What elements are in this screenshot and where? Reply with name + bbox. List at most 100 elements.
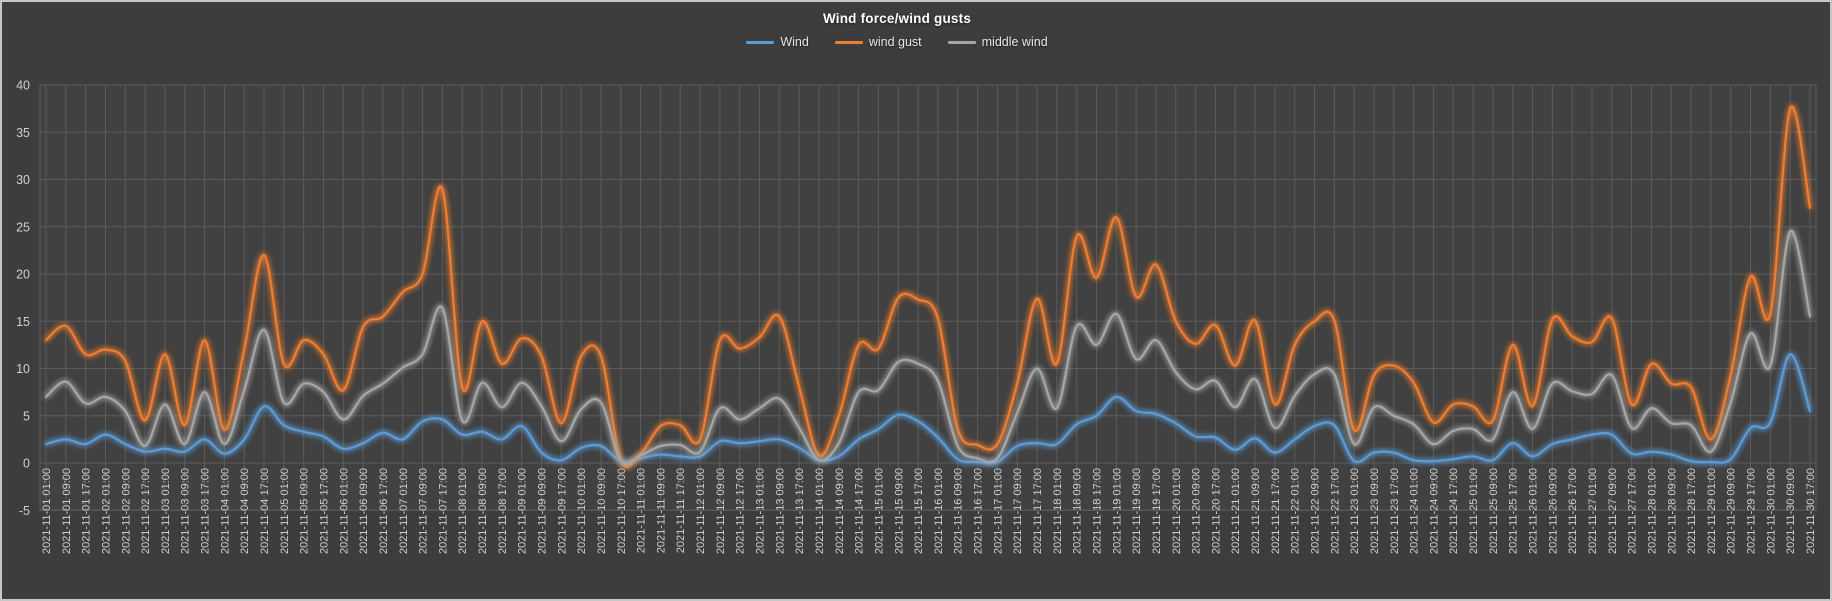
x-axis-tick-label: 2021-11-17 09:00 <box>1012 468 1024 554</box>
x-axis-tick-label: 2021-11-26 09:00 <box>1547 468 1559 554</box>
x-axis-tick-label: 2021-11-16 17:00 <box>973 468 985 554</box>
x-axis-tick-label: 2021-11-23 09:00 <box>1369 468 1381 554</box>
x-axis-tick-label: 2021-11-13 17:00 <box>794 468 806 554</box>
series-line-wind <box>44 353 1812 465</box>
x-axis-tick-label: 2021-11-06 01:00 <box>338 468 350 554</box>
x-axis-tick-label: 2021-11-04 01:00 <box>219 468 231 554</box>
x-axis-tick-label: 2021-11-17 01:00 <box>992 468 1004 554</box>
y-axis-tick-label: 40 <box>16 79 30 93</box>
x-axis-tick-label: 2021-11-01 01:00 <box>41 468 53 554</box>
x-axis-tick-label: 2021-11-10 17:00 <box>616 468 628 554</box>
x-axis-tick-label: 2021-11-04 09:00 <box>239 468 251 554</box>
x-axis-tick-label: 2021-11-03 01:00 <box>160 468 172 554</box>
x-axis-tick-label: 2021-11-30 09:00 <box>1785 468 1797 554</box>
x-axis-tick-label: 2021-11-05 17:00 <box>319 468 331 554</box>
x-axis-tick-label: 2021-11-06 17:00 <box>378 468 390 554</box>
x-axis-tick-label: 2021-11-04 17:00 <box>259 468 271 554</box>
x-axis-tick-label: 2021-11-10 09:00 <box>596 468 608 554</box>
x-axis-tick-label: 2021-11-01 17:00 <box>81 468 93 554</box>
plot-area <box>40 85 1816 511</box>
x-axis-tick-label: 2021-11-02 09:00 <box>120 468 132 554</box>
x-axis-tick-label: 2021-11-15 09:00 <box>893 468 905 554</box>
x-axis-tick-label: 2021-11-28 01:00 <box>1646 468 1658 554</box>
x-axis-tick-label: 2021-11-18 17:00 <box>1092 468 1104 554</box>
x-axis-tick-label: 2021-11-17 17:00 <box>1032 468 1044 554</box>
x-axis-tick-label: 2021-11-28 17:00 <box>1686 468 1698 554</box>
x-axis-tick-label: 2021-11-12 01:00 <box>695 468 707 554</box>
x-axis-tick-label: 2021-11-27 17:00 <box>1627 468 1639 554</box>
y-axis-tick-label: 30 <box>16 173 30 187</box>
x-axis-labels: 2021-11-01 01:00 2021-11-01 09:00 2021-11-… <box>41 468 1817 554</box>
y-axis-tick-label: 20 <box>16 268 30 282</box>
x-axis-tick-label: 2021-11-29 17:00 <box>1746 468 1758 554</box>
plot-border <box>39 84 1817 511</box>
x-axis-tick-label: 2021-11-18 09:00 <box>1072 468 1084 554</box>
x-axis-tick-label: 2021-11-29 09:00 <box>1726 468 1738 554</box>
series-line-middle-wind <box>44 230 1812 466</box>
x-axis-tick-label: 2021-11-14 01:00 <box>814 468 826 554</box>
x-axis-tick-label: 2021-11-02 17:00 <box>140 468 152 554</box>
x-axis-tick-label: 2021-11-15 17:00 <box>913 468 925 554</box>
x-axis-tick-label: 2021-11-14 09:00 <box>834 468 846 554</box>
x-axis-tick-label: 2021-11-02 01:00 <box>101 468 113 554</box>
x-axis-tick-label: 2021-11-12 09:00 <box>715 468 727 554</box>
x-axis-tick-label: 2021-11-26 01:00 <box>1528 468 1540 554</box>
x-axis-tick-label: 2021-11-14 17:00 <box>854 468 866 554</box>
x-axis-tick-label: 2021-11-16 09:00 <box>953 468 965 554</box>
y-axis-tick-label: 25 <box>16 220 30 234</box>
x-axis-tick-label: 2021-11-25 17:00 <box>1508 468 1520 554</box>
x-axis-tick-label: 2021-11-11 17:00 <box>675 468 687 553</box>
x-axis-tick-label: 2021-11-03 17:00 <box>200 468 212 554</box>
y-axis-tick-label: 15 <box>16 315 30 329</box>
x-axis-tick-label: 2021-11-20 17:00 <box>1210 468 1222 554</box>
x-axis-tick-label: 2021-11-22 09:00 <box>1310 468 1322 554</box>
y-axis-tick-label: -5 <box>19 504 30 518</box>
x-axis-tick-label: 2021-11-19 01:00 <box>1111 468 1123 554</box>
x-axis-tick-label: 2021-11-15 01:00 <box>873 468 885 554</box>
x-axis-tick-label: 2021-11-01 09:00 <box>61 468 73 554</box>
x-axis-tick-label: 2021-11-28 09:00 <box>1666 468 1678 554</box>
x-axis-tick-label: 2021-11-08 01:00 <box>457 468 469 554</box>
x-axis-tick-label: 2021-11-16 01:00 <box>933 468 945 554</box>
x-axis-tick-label: 2021-11-12 17:00 <box>735 468 747 554</box>
x-axis-tick-label: 2021-11-05 09:00 <box>299 468 311 554</box>
x-axis-tick-label: 2021-11-11 09:00 <box>655 468 667 553</box>
x-axis-tick-label: 2021-11-08 09:00 <box>477 468 489 554</box>
x-axis-tick-label: 2021-11-23 17:00 <box>1389 468 1401 554</box>
x-axis-tick-label: 2021-11-30 01:00 <box>1765 468 1777 554</box>
x-axis-tick-label: 2021-11-06 09:00 <box>358 468 370 554</box>
x-axis-tick-label: 2021-11-13 01:00 <box>755 468 767 554</box>
x-axis-tick-label: 2021-11-24 01:00 <box>1409 468 1421 554</box>
x-axis-tick-label: 2021-11-11 01:00 <box>636 468 648 553</box>
x-axis-tick-label: 2021-11-24 17:00 <box>1448 468 1460 554</box>
x-axis-tick-label: 2021-11-10 01:00 <box>576 468 588 554</box>
series-line-wind-gust <box>44 105 1812 468</box>
x-axis-tick-label: 2021-11-05 01:00 <box>279 468 291 554</box>
x-axis-tick-label: 2021-11-07 01:00 <box>398 468 410 554</box>
x-axis-tick-label: 2021-11-21 17:00 <box>1270 468 1282 554</box>
x-axis-tick-label: 2021-11-13 09:00 <box>774 468 786 554</box>
x-axis-tick-label: 2021-11-21 09:00 <box>1250 468 1262 554</box>
x-axis-tick-label: 2021-11-22 01:00 <box>1290 468 1302 554</box>
x-axis-tick-label: 2021-11-09 09:00 <box>537 468 549 554</box>
x-axis-tick-label: 2021-11-23 01:00 <box>1349 468 1361 554</box>
x-axis-tick-label: 2021-11-22 17:00 <box>1329 468 1341 554</box>
y-axis-tick-label: 0 <box>23 457 30 471</box>
x-axis-tick-label: 2021-11-21 01:00 <box>1230 468 1242 554</box>
x-axis-tick-label: 2021-11-20 09:00 <box>1191 468 1203 554</box>
x-axis-tick-label: 2021-11-18 01:00 <box>1052 468 1064 554</box>
x-axis-tick-label: 2021-11-19 17:00 <box>1151 468 1163 554</box>
x-axis-tick-label: 2021-11-20 01:00 <box>1171 468 1183 554</box>
x-axis-tick-label: 2021-11-08 17:00 <box>497 468 509 554</box>
x-axis-tick-label: 2021-11-19 09:00 <box>1131 468 1143 554</box>
x-axis-tick-label: 2021-11-24 09:00 <box>1428 468 1440 554</box>
y-axis-tick-label: 10 <box>16 362 30 376</box>
y-axis-tick-label: 35 <box>16 126 30 140</box>
x-axis-tick-label: 2021-11-25 09:00 <box>1488 468 1500 554</box>
x-axis-tick-label: 2021-11-09 01:00 <box>517 468 529 554</box>
x-axis-tick-label: 2021-11-27 09:00 <box>1607 468 1619 554</box>
x-axis-tick-label: 2021-11-09 17:00 <box>556 468 568 554</box>
x-axis-tick-label: 2021-11-30 17:00 <box>1805 468 1817 554</box>
